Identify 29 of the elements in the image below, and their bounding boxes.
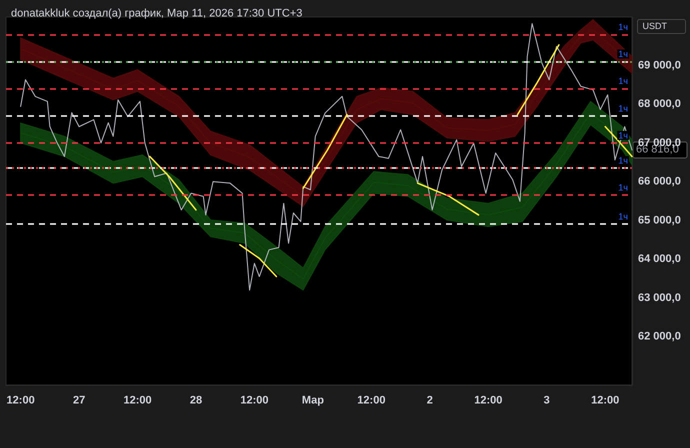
x-tick-label: Мар [302, 394, 324, 406]
ref-line-label: 1ч [618, 212, 628, 222]
x-tick-label: 12:00 [123, 394, 152, 406]
x-tick-label: 28 [190, 394, 202, 406]
y-tick-label: 62 000,0 [638, 330, 681, 343]
y-tick-label: 65 000,0 [638, 214, 681, 226]
y-tick-label: 69 000,0 [638, 59, 681, 72]
x-tick-label: 12:00 [357, 394, 386, 406]
y-tick-label: 63 000,0 [638, 292, 681, 304]
ref-line-label: 1ч [618, 49, 628, 60]
x-tick-label: 12:00 [240, 394, 269, 406]
x-tick-label: 12:00 [474, 394, 502, 406]
ref-line-label: 1ч [618, 182, 628, 193]
text: USDT [642, 21, 668, 31]
ref-line-label: 1ч [618, 156, 628, 166]
ref-line-label: 1ч [618, 130, 628, 140]
ref-line-label: 1ч [618, 103, 628, 114]
y-tick-label: 66 000,0 [638, 176, 681, 188]
x-tick-label: 12:00 [6, 394, 35, 406]
x-tick-label: 2 [426, 394, 433, 406]
ref-line-label: 1ч [618, 76, 628, 86]
x-tick-label: 12:00 [591, 394, 620, 406]
x-tick-label: 27 [72, 394, 86, 406]
y-tick-label: 64 000,0 [638, 253, 681, 266]
ref-line-label: 1ч [618, 22, 628, 32]
x-tick-label: 3 [544, 394, 550, 406]
chart-title: donatakkluk создал(а) график, Мар 11, 2026 17:30 UTC+3 [11, 8, 302, 20]
line-series [20, 23, 632, 291]
y-tick-label: 68 000,0 [638, 98, 681, 110]
